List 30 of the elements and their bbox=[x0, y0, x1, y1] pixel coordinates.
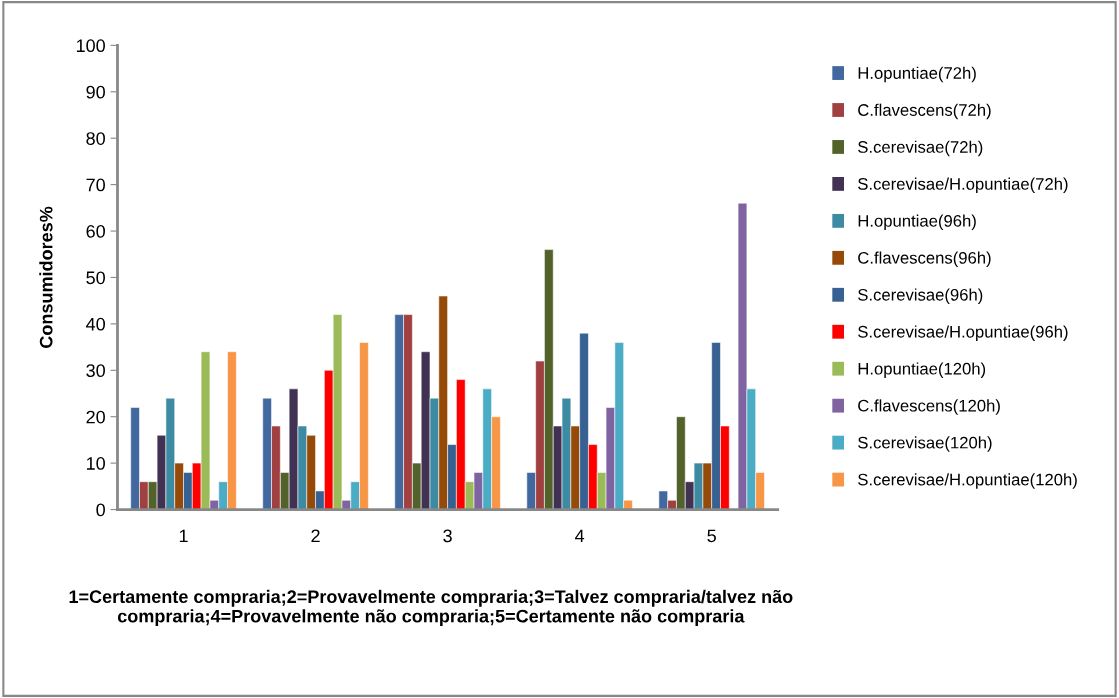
x-tick-label: 5 bbox=[707, 529, 716, 543]
legend-label: S.cerevisae/H.opuntiae(72h) bbox=[858, 177, 1068, 194]
y-tick-label: 90 bbox=[86, 85, 105, 99]
x-tick-label: 4 bbox=[575, 529, 585, 543]
y-axis-title: Consumidores% bbox=[39, 206, 53, 348]
x-tick-label: 2 bbox=[311, 529, 320, 543]
legend-label: C.flavescens(72h) bbox=[858, 103, 991, 120]
x-tick-label: 1 bbox=[179, 529, 188, 543]
y-tick-label: 60 bbox=[86, 224, 105, 238]
y-tick-label: 40 bbox=[86, 317, 105, 331]
legend-label: H.opuntiae(96h) bbox=[858, 214, 976, 231]
legend-label: S.cerevisae(120h) bbox=[858, 436, 992, 452]
y-tick-label: 50 bbox=[86, 271, 105, 285]
legend-label: H.opuntiae(120h) bbox=[858, 362, 986, 378]
y-tick-label: 20 bbox=[86, 410, 105, 424]
legend-label: S.cerevisae(72h) bbox=[858, 140, 983, 157]
legend-label: S.cerevisae/H.opuntiae(120h) bbox=[858, 473, 1077, 489]
legend-label: S.cerevisae/H.opuntiae(96h) bbox=[858, 325, 1068, 341]
y-tick-label: 30 bbox=[86, 364, 105, 378]
legend-label: C.flavescens(96h) bbox=[858, 251, 991, 268]
legend-label: C.flavescens(120h) bbox=[858, 399, 1000, 415]
y-tick-label: 0 bbox=[96, 503, 105, 517]
legend-label: S.cerevisae(96h) bbox=[858, 288, 983, 304]
y-tick-label: 100 bbox=[76, 39, 105, 53]
text: 1=Certamente compraria;2=Provavelmente compraria;3=Talvez compraria/talvez não compraria;4=Provavelmente não compraria;5=Certamente não compraria bbox=[69, 589, 793, 627]
y-tick-label: 10 bbox=[86, 457, 105, 470]
y-tick-label: 70 bbox=[86, 178, 105, 192]
legend-label: H.opuntiae(72h) bbox=[858, 66, 976, 83]
x-tick-label: 3 bbox=[443, 529, 452, 543]
y-tick-label: 80 bbox=[86, 132, 105, 145]
